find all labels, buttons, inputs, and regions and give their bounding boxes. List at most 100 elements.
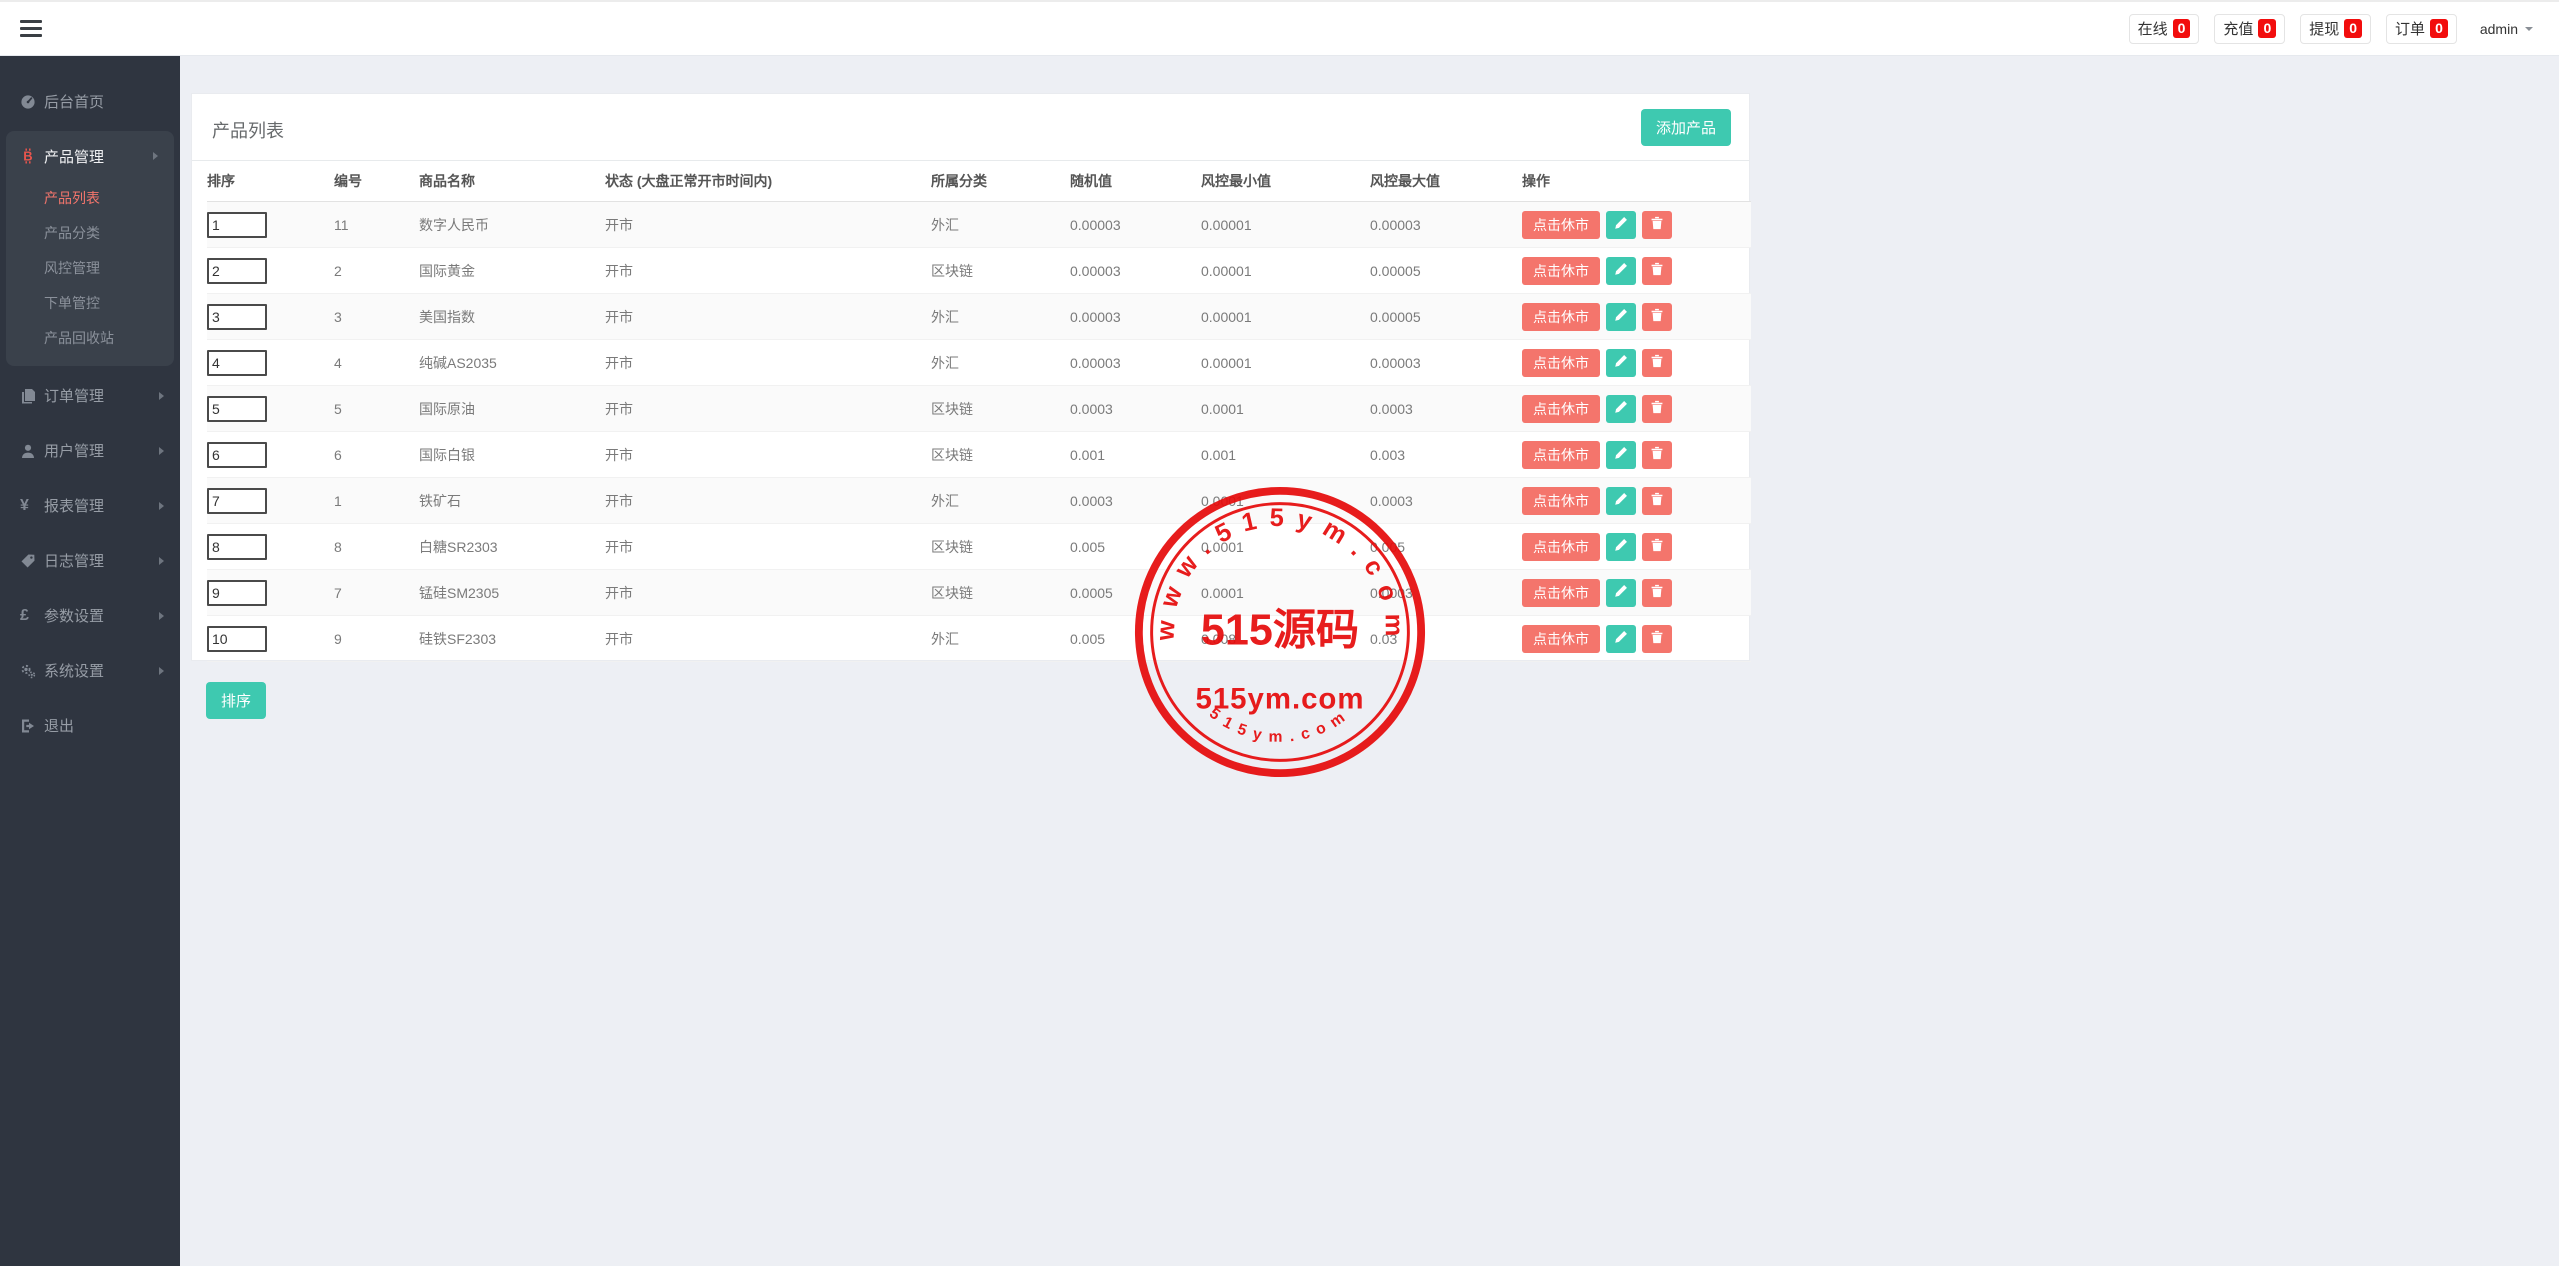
close-market-button[interactable]: 点击休市 xyxy=(1522,532,1600,561)
sort-submit-button[interactable]: 排序 xyxy=(206,682,267,719)
cell-risk_max: 0.00003 xyxy=(1370,201,1522,248)
tags-icon xyxy=(20,553,44,569)
admin-dropdown[interactable]: admin xyxy=(2472,15,2541,43)
row-actions: 点击休市 xyxy=(1522,256,1743,285)
cell-name: 数字人民币 xyxy=(419,201,605,248)
close-market-button[interactable]: 点击休市 xyxy=(1522,394,1600,423)
sort-order-input[interactable] xyxy=(207,487,267,514)
delete-button[interactable] xyxy=(1642,624,1672,653)
content-area: 产品列表 添加产品 排序 编号 商品名称 状态 (大盘正常开市时间内) 所属分类 随机值风… xyxy=(180,56,2559,1266)
sidebar-subitem[interactable]: 产品回收站 xyxy=(44,330,114,346)
sidebar-item-products[interactable]: B 产品管理 xyxy=(6,131,174,181)
sort-order-input[interactable] xyxy=(207,349,267,376)
cell-name: 国际白银 xyxy=(419,431,605,478)
delete-button[interactable] xyxy=(1642,578,1672,607)
trash-icon xyxy=(1650,584,1664,601)
delete-button[interactable] xyxy=(1642,394,1672,423)
stat-badge: 0 xyxy=(2258,19,2277,38)
caret-right-icon xyxy=(159,556,164,565)
delete-button[interactable] xyxy=(1642,348,1672,377)
close-market-button[interactable]: 点击休市 xyxy=(1522,578,1600,607)
cell-risk_min: 0.0001 xyxy=(1201,477,1370,524)
sidebar-subitem[interactable]: 产品列表 xyxy=(44,190,100,206)
delete-button[interactable] xyxy=(1642,532,1672,561)
sidebar-item-logs[interactable]: 日志管理 xyxy=(0,533,180,588)
close-market-button[interactable]: 点击休市 xyxy=(1522,256,1600,285)
close-market-button[interactable]: 点击休市 xyxy=(1522,440,1600,469)
sidebar-item-logout[interactable]: 退出 xyxy=(0,698,180,753)
edit-button[interactable] xyxy=(1606,486,1636,515)
sort-order-input[interactable] xyxy=(207,579,267,606)
sidebar-item-params[interactable]: £ 参数设置 xyxy=(0,588,180,643)
cell-risk_min: 0.00001 xyxy=(1201,247,1370,294)
delete-button[interactable] xyxy=(1642,256,1672,285)
sort-order-input[interactable] xyxy=(207,441,267,468)
cell-random: 0.001 xyxy=(1070,431,1201,478)
hamburger-icon[interactable] xyxy=(20,16,42,41)
sidebar-subitem[interactable]: 产品分类 xyxy=(44,225,100,241)
pencil-icon xyxy=(1614,216,1628,233)
edit-button[interactable] xyxy=(1606,578,1636,607)
close-market-button[interactable]: 点击休市 xyxy=(1522,624,1600,653)
cell-risk_min: 0.0001 xyxy=(1201,385,1370,432)
edit-button[interactable] xyxy=(1606,302,1636,331)
edit-button[interactable] xyxy=(1606,394,1636,423)
cell-id: 4 xyxy=(334,339,419,386)
sort-order-input[interactable] xyxy=(207,303,267,330)
delete-button[interactable] xyxy=(1642,210,1672,239)
sort-order-input[interactable] xyxy=(207,211,267,238)
cell-category: 区块链 xyxy=(931,523,1070,570)
row-actions: 点击休市 xyxy=(1522,348,1743,377)
sidebar-subitem[interactable]: 下单管控 xyxy=(44,295,100,311)
bitcoin-icon: B xyxy=(20,148,44,164)
pencil-icon xyxy=(1614,630,1628,647)
close-market-button[interactable]: 点击休市 xyxy=(1522,302,1600,331)
edit-button[interactable] xyxy=(1606,624,1636,653)
sort-order-input[interactable] xyxy=(207,625,267,652)
row-actions: 点击休市 xyxy=(1522,210,1743,239)
edit-button[interactable] xyxy=(1606,210,1636,239)
delete-button[interactable] xyxy=(1642,486,1672,515)
sidebar-subitem[interactable]: 风控管理 xyxy=(44,260,100,276)
close-market-button[interactable]: 点击休市 xyxy=(1522,210,1600,239)
cell-id: 5 xyxy=(334,385,419,432)
row-actions: 点击休市 xyxy=(1522,440,1743,469)
sort-order-input[interactable] xyxy=(207,533,267,560)
table-body: 11数字人民币开市外汇0.000030.000010.00003点击休市2国际黄… xyxy=(207,201,1751,662)
close-market-button[interactable]: 点击休市 xyxy=(1522,486,1600,515)
pencil-icon xyxy=(1614,400,1628,417)
topbar-stat-button[interactable]: 订单 0 xyxy=(2386,13,2457,44)
sidebar-item-reports[interactable]: ¥ 报表管理 xyxy=(0,478,180,533)
sort-order-input[interactable] xyxy=(207,257,267,284)
edit-button[interactable] xyxy=(1606,256,1636,285)
topbar-stat-button[interactable]: 充值 0 xyxy=(2214,13,2286,44)
cell-risk_max: 0.003 xyxy=(1370,431,1522,478)
edit-button[interactable] xyxy=(1606,348,1636,377)
topbar-stat-button[interactable]: 提现 0 xyxy=(2300,13,2372,44)
sidebar-item-users[interactable]: 用户管理 xyxy=(0,423,180,478)
edit-button[interactable] xyxy=(1606,440,1636,469)
delete-button[interactable] xyxy=(1642,440,1672,469)
row-actions: 点击休市 xyxy=(1522,578,1743,607)
topbar-stat-button[interactable]: 在线 0 xyxy=(2128,13,2200,44)
cell-status: 开市 xyxy=(605,569,931,616)
close-market-button[interactable]: 点击休市 xyxy=(1522,348,1600,377)
pencil-icon xyxy=(1614,584,1628,601)
add-product-button[interactable]: 添加产品 xyxy=(1640,109,1731,146)
chevron-down-icon xyxy=(2525,26,2533,31)
sort-order-input[interactable] xyxy=(207,395,267,422)
sidebar-item-system[interactable]: 系统设置 xyxy=(0,643,180,698)
trash-icon xyxy=(1650,308,1664,325)
cell-id: 2 xyxy=(334,247,419,294)
trash-icon xyxy=(1650,538,1664,555)
cell-status: 开市 xyxy=(605,201,931,248)
sidebar-item-dashboard[interactable]: 后台首页 xyxy=(0,74,180,129)
edit-button[interactable] xyxy=(1606,532,1636,561)
cell-random: 0.00003 xyxy=(1070,247,1201,294)
delete-button[interactable] xyxy=(1642,302,1672,331)
sidebar-item-orders[interactable]: 订单管理 xyxy=(0,368,180,423)
cell-random: 0.00003 xyxy=(1070,339,1201,386)
row-actions: 点击休市 xyxy=(1522,394,1743,423)
pencil-icon xyxy=(1614,446,1628,463)
